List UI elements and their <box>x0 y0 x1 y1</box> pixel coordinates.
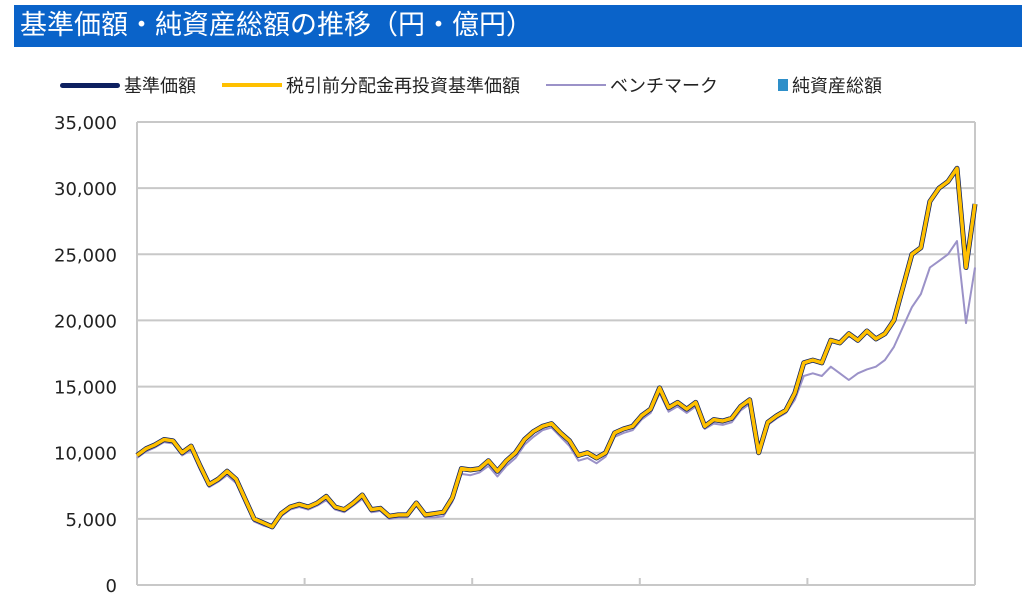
legend-item-assets: 純資産総額 <box>778 72 882 98</box>
legend-label: ベンチマーク <box>610 76 718 97</box>
legend: 基準価額 税引前分配金再投資基準価額 ベンチマーク 純資産総額 <box>60 72 908 98</box>
legend-label: 基準価額 <box>124 76 196 97</box>
series-reinvested <box>135 166 977 529</box>
legend-item-reinvested: 税引前分配金再投資基準価額 <box>222 72 520 98</box>
y-tick-label: 15,000 <box>54 378 117 399</box>
y-tick-label: 10,000 <box>54 444 117 465</box>
legend-label: 税引前分配金再投資基準価額 <box>286 76 520 97</box>
y-tick-label: 20,000 <box>54 311 117 332</box>
legend-swatch-assets <box>778 79 788 91</box>
series-benchmark <box>136 240 976 530</box>
legend-label: 純資産総額 <box>792 76 882 97</box>
y-tick-label: 30,000 <box>54 179 117 200</box>
legend-item-nav: 基準価額 <box>60 72 196 98</box>
y-tick-label: 0 <box>106 576 117 597</box>
legend-swatch-nav <box>60 82 120 88</box>
chart-title: 基準価額・純資産総額の推移（円・億円） <box>14 5 1022 47</box>
legend-swatch-reinvested <box>222 83 282 87</box>
legend-item-benchmark: ベンチマーク <box>546 72 718 98</box>
y-tick-label: 25,000 <box>54 245 117 266</box>
legend-swatch-benchmark <box>546 84 606 86</box>
series-nav <box>135 165 978 530</box>
y-tick-label: 5,000 <box>65 510 117 531</box>
y-tick-label: 35,000 <box>54 113 117 134</box>
